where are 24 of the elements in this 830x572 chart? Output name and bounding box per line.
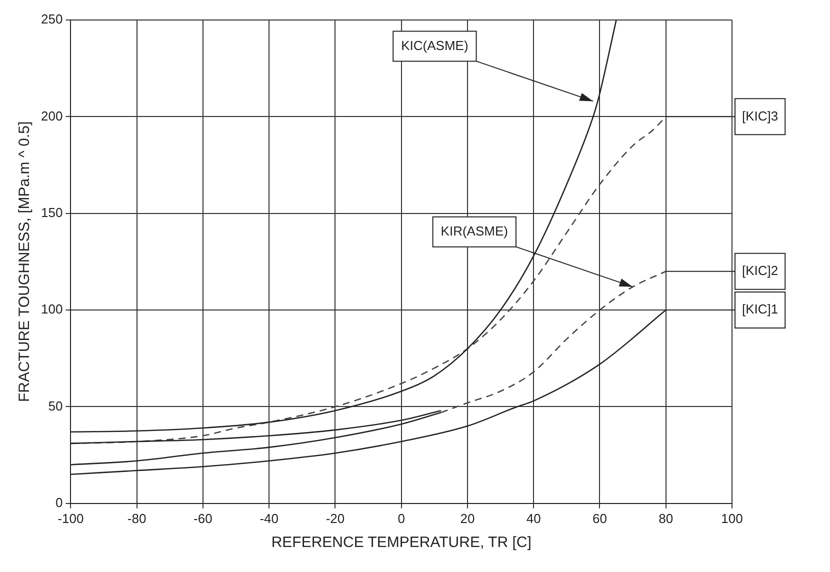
x-axis-title: REFERENCE TEMPERATURE, TR [C] <box>271 534 532 552</box>
x-tick-label: 40 <box>526 510 541 526</box>
y-tick-label: 100 <box>40 302 63 317</box>
annotation: KIC(ASME) <box>401 38 468 53</box>
x-tick-label: 80 <box>658 510 674 526</box>
annotation: KIR(ASME) <box>440 223 508 238</box>
x-tick-label: -100 <box>58 510 84 526</box>
x-tick-label: -20 <box>326 510 345 526</box>
text: [KIC]3 <box>742 108 778 124</box>
x-tick-label: 60 <box>592 510 607 526</box>
x-tick-label: -80 <box>127 510 146 526</box>
y-tick-label: 200 <box>40 108 63 124</box>
x-tick-label: -40 <box>260 510 278 526</box>
y-tick-label: 50 <box>48 398 63 414</box>
text: [KIC]1 <box>742 302 778 317</box>
y-axis-title: FRACTURE TOUGHNESS, [MPa.m ^ 0.5] <box>16 121 34 402</box>
y-tick-label: 250 <box>40 12 63 27</box>
x-tick-label: -60 <box>194 510 212 526</box>
y-tick-label: 0 <box>55 494 63 510</box>
x-tick-label: 0 <box>398 510 405 526</box>
y-tick-label: 150 <box>40 204 63 220</box>
x-tick-label: 100 <box>721 510 743 526</box>
text: [KIC]2 <box>742 262 778 278</box>
x-tick-label: 20 <box>460 510 475 526</box>
